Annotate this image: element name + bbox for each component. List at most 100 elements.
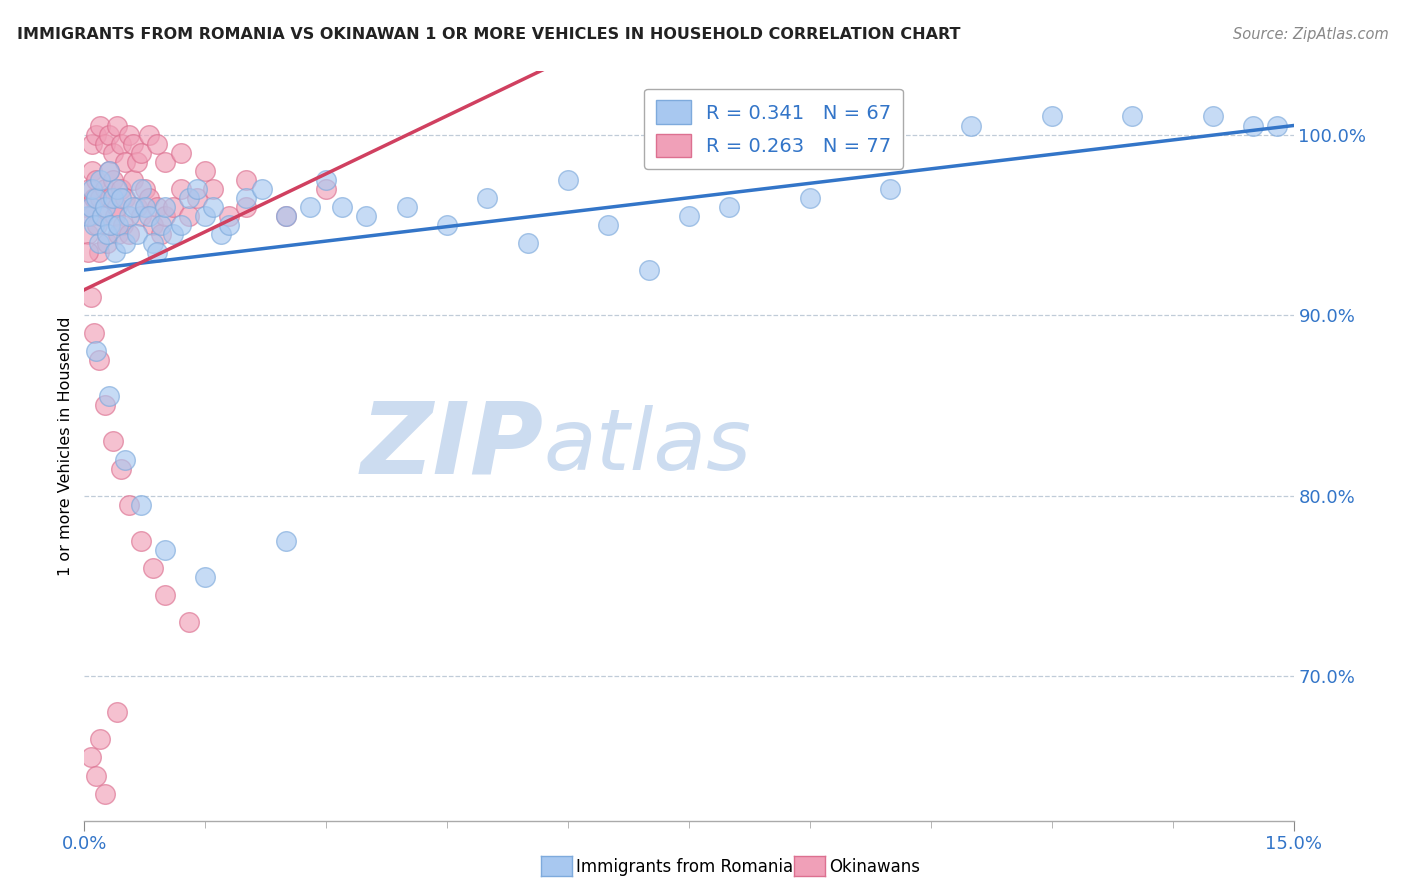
Point [477,191,499,205]
Point [125,227,148,241]
Point [82,136,104,151]
Point [77,244,100,259]
Point [110,191,132,205]
Point [1121,110,1143,124]
Point [1202,110,1225,124]
Point [118,498,141,512]
Point [89,732,111,747]
Point [84,172,107,186]
Point [218,209,240,223]
Point [395,200,418,214]
Point [121,136,143,151]
Point [194,570,217,584]
Point [77,209,100,223]
Point [799,191,821,205]
Point [436,218,458,232]
Point [718,200,741,214]
Point [235,200,257,214]
Point [678,209,700,223]
Point [235,172,257,186]
Point [153,209,176,223]
Point [98,218,121,232]
Point [89,172,111,186]
Point [110,182,132,196]
Point [315,182,337,196]
Point [186,182,208,196]
Point [218,218,240,232]
Point [86,128,108,142]
Point [93,398,115,412]
Point [105,182,128,196]
Point [162,200,184,214]
Point [89,119,111,133]
Point [134,182,156,196]
Point [76,227,98,241]
Point [118,128,141,142]
Point [129,145,152,160]
Point [91,209,114,223]
Point [93,182,115,196]
Point [170,145,193,160]
Point [87,353,110,368]
Point [1040,110,1063,124]
Point [86,218,108,232]
Point [118,227,141,241]
Point [80,209,103,223]
Point [107,218,129,232]
Point [153,588,176,602]
Point [125,154,148,169]
Point [110,461,132,475]
Text: IMMIGRANTS FROM ROMANIA VS OKINAWAN 1 OR MORE VEHICLES IN HOUSEHOLD CORRELATION : IMMIGRANTS FROM ROMANIA VS OKINAWAN 1 OR… [17,27,960,42]
Point [105,119,128,133]
Point [104,209,127,223]
Point [162,227,184,241]
Point [129,498,152,512]
Point [114,452,136,467]
Point [138,128,160,142]
Text: Source: ZipAtlas.com: Source: ZipAtlas.com [1233,27,1389,42]
Point [87,235,110,250]
Point [96,227,118,241]
Point [118,209,141,223]
Point [101,172,124,186]
Point [93,200,115,214]
Point [82,163,104,178]
Point [112,218,135,232]
Point [179,191,201,205]
Point [114,154,136,169]
Point [186,191,208,205]
Legend: R = 0.341   N = 67, R = 0.263   N = 77: R = 0.341 N = 67, R = 0.263 N = 77 [644,88,903,169]
Point [101,145,124,160]
Point [142,561,165,575]
Point [129,209,152,223]
Point [315,172,337,186]
Point [114,235,136,250]
Y-axis label: 1 or more Vehicles in Household: 1 or more Vehicles in Household [58,317,73,575]
Point [138,191,160,205]
Point [86,768,108,782]
Text: ZIP: ZIP [361,398,544,494]
Point [101,191,124,205]
Point [87,244,110,259]
Point [598,218,620,232]
Point [146,200,169,214]
Point [83,191,105,205]
Point [149,227,172,241]
Point [170,218,193,232]
Point [86,344,108,359]
Point [153,200,176,214]
Point [557,172,579,186]
Point [82,182,104,196]
Point [125,200,148,214]
Point [107,227,129,241]
Point [146,244,169,259]
Point [202,182,225,196]
Point [91,209,114,223]
Text: atlas: atlas [544,404,752,488]
Point [105,706,128,720]
Point [97,128,120,142]
Point [75,200,97,214]
Point [153,154,176,169]
Point [83,326,105,340]
Point [86,191,108,205]
